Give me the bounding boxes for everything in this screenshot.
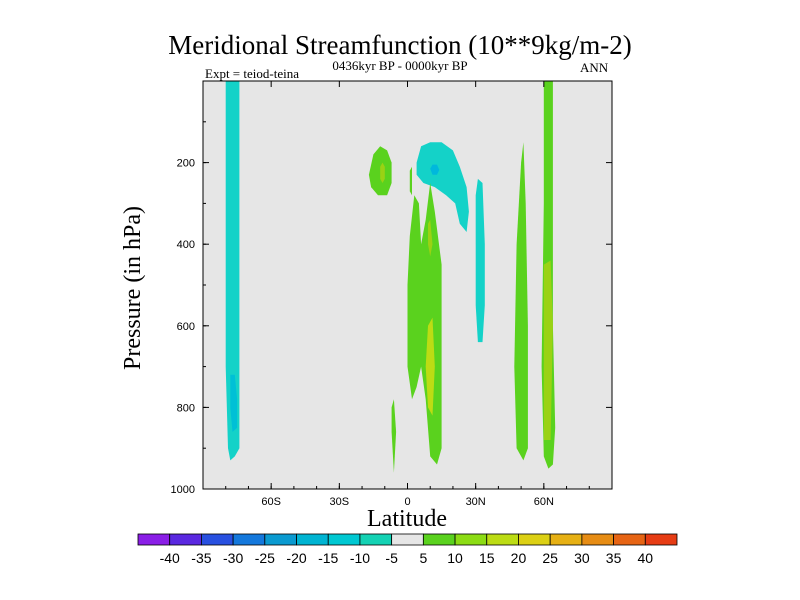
contour-region-tropical-upper-negative: [416, 142, 469, 232]
colorbar-label: 40: [638, 550, 654, 566]
contour-region-sh-upper-positive-core: [380, 162, 385, 183]
experiment-label: Expt = teiod-teina: [205, 66, 299, 81]
colorbar-swatch: [264, 533, 297, 546]
y-tick-label: 1000: [171, 484, 195, 496]
x-tick-label: 60N: [534, 496, 554, 508]
colorbar-swatch: [137, 533, 171, 546]
colorbar-label: -30: [223, 550, 243, 566]
x-tick-label: 30S: [330, 496, 350, 508]
colorbar-label: -40: [160, 550, 180, 566]
x-tick-label: 0: [404, 496, 410, 508]
colorbar-label: 15: [479, 550, 495, 566]
contour-region-eq-thin-positive-lower: [391, 399, 397, 473]
colorbar-label: 10: [447, 550, 463, 566]
colorbar-label: 35: [606, 550, 622, 566]
contour-region-hadley-cell-core-upper: [428, 219, 433, 257]
colorbar-swatch: [201, 533, 234, 546]
contour-region-nh-polar-core-light: [543, 260, 553, 440]
x-tick-label: 30N: [466, 496, 486, 508]
colorbar-label: -25: [255, 550, 275, 566]
y-tick-label: 800: [177, 402, 195, 414]
y-axis-title: Pressure (in hPa): [120, 206, 146, 370]
contour-region-eq-thin-positive-upper: [409, 166, 412, 196]
y-tick-label: 400: [177, 239, 195, 251]
colorbar-swatch: [518, 533, 551, 546]
colorbar-swatch: [613, 533, 646, 546]
contour-region-nh-subtropical-negative: [475, 178, 485, 343]
colorbar-swatch: [296, 533, 329, 546]
colorbar-label: -15: [318, 550, 338, 566]
y-tick-label: 200: [177, 158, 195, 170]
colorbar-swatch: [232, 533, 266, 546]
colorbar-label: -35: [191, 550, 211, 566]
contour-region-hadley-cell-core-lower: [425, 317, 435, 416]
colorbar-label: -20: [286, 550, 306, 566]
colorbar-label: -10: [350, 550, 370, 566]
axes: 60S 30S 0 30N 60N 200 400 600 800 1000: [171, 80, 613, 508]
contour-region-nh-midlat-positive: [514, 142, 528, 461]
x-tick-label: 60S: [261, 496, 281, 508]
colorbar-swatch: [422, 533, 456, 546]
colorbar-label: 30: [574, 550, 590, 566]
colorbar-swatch: [549, 533, 583, 546]
y-tick-label: 600: [177, 321, 195, 333]
plot-area: [203, 81, 612, 489]
colorbar-label: 5: [419, 550, 427, 566]
colorbar-swatch: [454, 533, 488, 546]
contour-region-southern-polar-cell: [225, 81, 240, 461]
x-axis-title: Latitude: [367, 506, 447, 532]
colorbar-swatch: [169, 533, 202, 546]
chart-title: Meridional Streamfunction (10**9kg/m-2): [168, 30, 632, 60]
colorbar-swatch: [391, 533, 424, 546]
colorbar-label: -5: [385, 550, 398, 566]
colorbar-label: 25: [542, 550, 558, 566]
colorbar-swatch: [359, 533, 393, 546]
colorbar: -40 -35 -30 -25 -20 -15 -10 -5 5 10 15 20 25 30 35 40: [137, 533, 678, 566]
colorbar-swatch: [486, 533, 519, 546]
chart-subtitle: 0436kyr BP - 0000kyr BP: [332, 58, 468, 73]
colorbar-swatch: [644, 533, 678, 546]
contour-region-tropical-upper-negative-core: [430, 164, 440, 175]
colorbar-swatch: [581, 533, 614, 546]
season-label: ANN: [580, 60, 609, 75]
colorbar-label: 20: [511, 550, 527, 566]
contour-region-southern-polar-core: [230, 374, 238, 432]
colorbar-swatch: [327, 533, 361, 546]
